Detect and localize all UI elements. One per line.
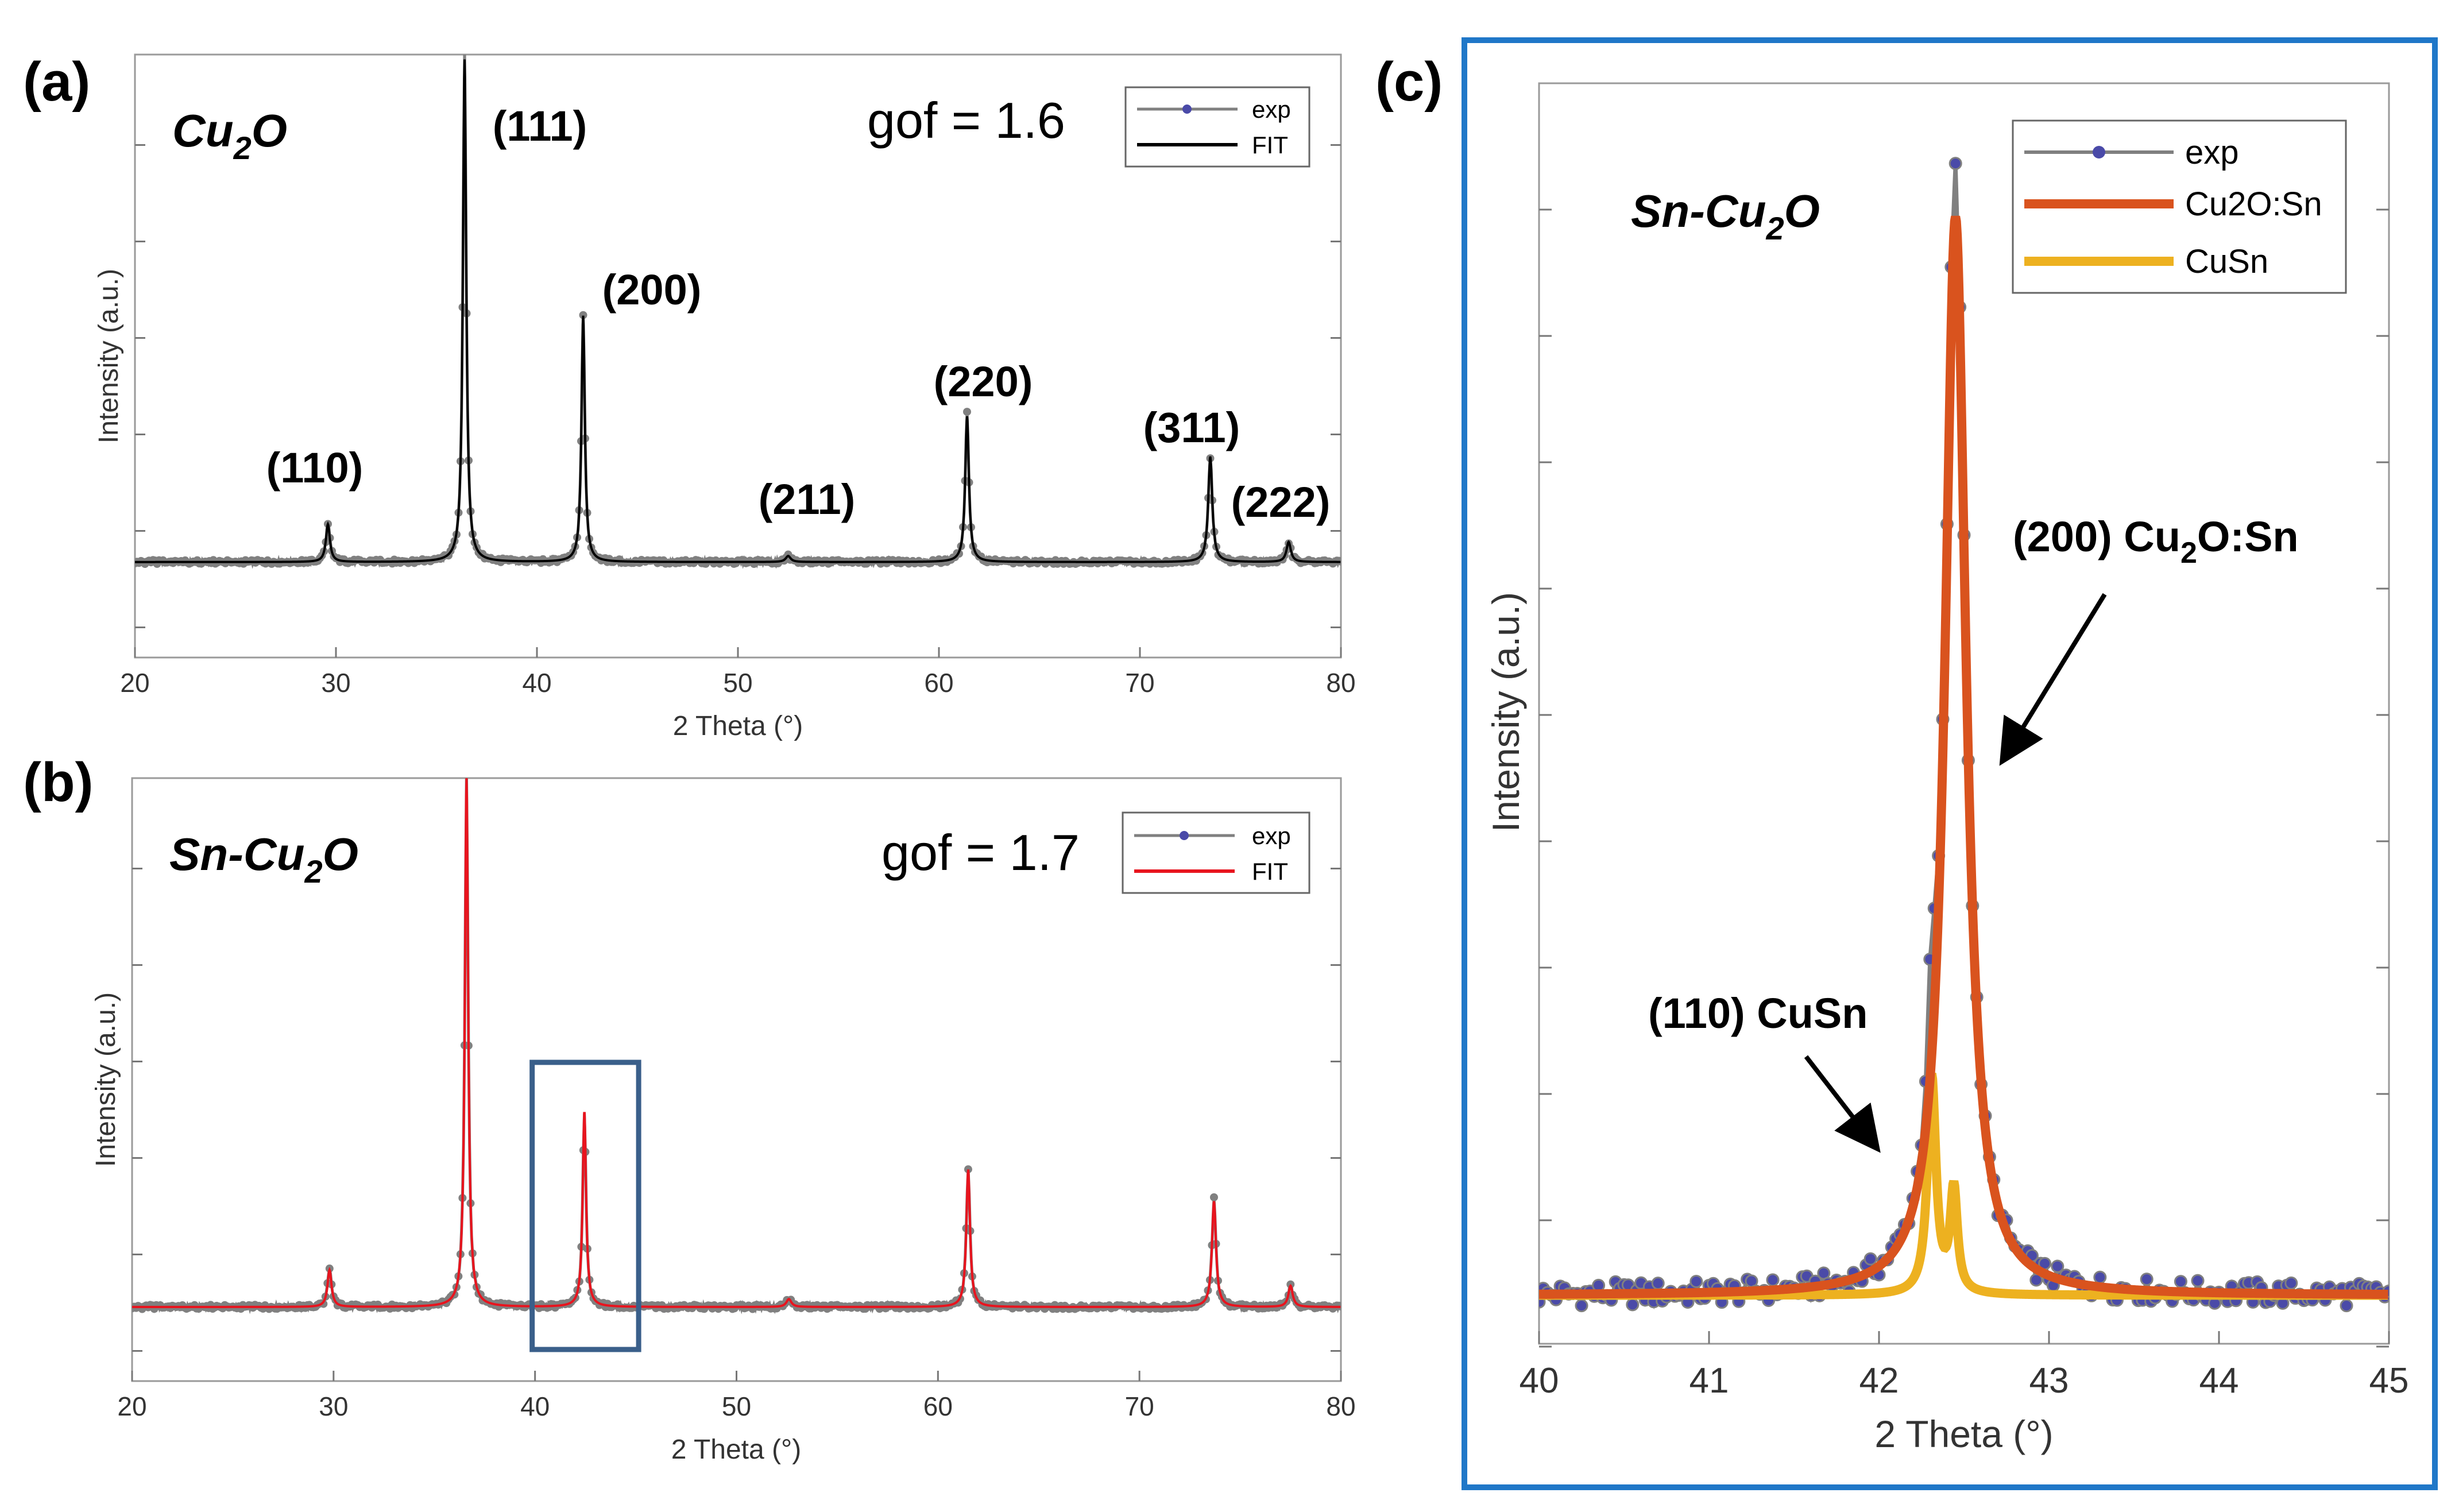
exp-point: [579, 311, 587, 319]
exp-point: [462, 768, 470, 776]
x-tick-label: 40: [520, 1391, 550, 1421]
panel-c: (c) 40 41 42 43 44 45 2 Theta (°) Intensity (…: [1375, 37, 2438, 1490]
exp-point: [2284, 1276, 2298, 1290]
panel-b-x-axis-label: 2 Theta (°): [671, 1434, 801, 1465]
panel-b-x-tick-labels: 20 30 40 50 60 70 80: [117, 1391, 1355, 1421]
x-tick-label: 60: [924, 668, 953, 698]
x-tick-label: 41: [1689, 1361, 1729, 1401]
panel-b-sample-label: Sn-Cu2O: [169, 829, 358, 890]
exp-point: [963, 408, 971, 416]
panel-a: (a) 20 30 40 50 60 70 80 2 Theta (°) Intensity…: [23, 45, 1356, 741]
panel-b-ticks: [131, 868, 1342, 1381]
x-tick-label: 70: [1125, 668, 1154, 698]
panel-a-peak-labels: (110) (111) (200) (211) (220) (311) (222…: [266, 102, 1331, 526]
peak-label-311: (311): [1143, 404, 1240, 451]
exp-point: [1948, 157, 1962, 171]
legend-exp-marker-icon: [2093, 146, 2105, 158]
x-tick-label: 80: [1326, 668, 1355, 698]
panel-b-legend-fit: FIT: [1252, 858, 1288, 885]
x-tick-label: 30: [321, 668, 350, 698]
panel-c-x-axis-label: 2 Theta (°): [1874, 1413, 2053, 1455]
x-tick-label: 70: [1125, 1391, 1154, 1421]
exp-point: [1626, 1298, 1640, 1312]
fit-series-line: [135, 59, 1341, 563]
exp-point: [1209, 1193, 1218, 1201]
panel-b-letter: (b): [23, 752, 94, 813]
x-tick-label: 44: [2199, 1361, 2239, 1401]
cusn-series-line: [1539, 1073, 2388, 1300]
x-tick-label: 80: [1326, 1391, 1355, 1421]
panel-a-gof: gof = 1.6: [867, 92, 1065, 149]
panel-c-y-axis-label: Intensity (a.u.): [1484, 592, 1527, 832]
peak-label-222: (222): [1231, 478, 1331, 526]
x-tick-label: 60: [923, 1391, 953, 1421]
x-tick-label: 20: [120, 668, 149, 698]
exp-point: [1689, 1274, 1703, 1288]
panel-a-letter: (a): [23, 51, 90, 113]
legend-exp-marker-icon: [1182, 105, 1192, 114]
panel-c-x-tick-labels: 40 41 42 43 44 45: [1520, 1361, 2409, 1401]
x-tick-label: 50: [722, 1391, 751, 1421]
panel-c-legend-cu2osn: Cu2O:Sn: [2185, 185, 2322, 223]
peak-label-220: (220): [934, 358, 1033, 405]
x-tick-label: 20: [117, 1391, 146, 1421]
exp-point: [2191, 1274, 2205, 1287]
cu2osn-series-line: [1539, 215, 2388, 1299]
panel-c-letter: (c): [1375, 51, 1443, 113]
exp-point: [1766, 1273, 1780, 1287]
panel-b-legend-exp: exp: [1252, 822, 1291, 849]
x-tick-label: 40: [1520, 1361, 1559, 1401]
x-tick-label: 42: [1859, 1361, 1899, 1401]
panel-a-legend-fit: FIT: [1252, 132, 1288, 158]
panel-c-legend: exp Cu2O:Sn CuSn: [2012, 119, 2347, 294]
exp-point: [1575, 1299, 1588, 1313]
panel-a-data: [135, 45, 1341, 569]
peak-label-110: (110): [266, 444, 364, 492]
x-tick-label: 30: [319, 1391, 348, 1421]
annotation-200-cu2osn: (200) Cu2O:Sn: [2013, 513, 2299, 570]
panel-a-sample-label: Cu2O: [172, 105, 287, 166]
exp-point: [461, 45, 469, 53]
panel-b-highlight-box: [529, 1059, 641, 1352]
x-tick-label: 40: [522, 668, 551, 698]
panel-c-frame: [1462, 37, 2438, 1490]
x-tick-label: 43: [2029, 1361, 2069, 1401]
exp-point: [1864, 1252, 1877, 1266]
x-tick-label: 45: [2369, 1361, 2409, 1401]
exp-point: [2051, 1259, 2064, 1273]
exp-point: [2340, 1299, 2353, 1313]
panel-c-legend-exp: exp: [2185, 134, 2239, 171]
panel-c-data: [1539, 157, 2389, 1313]
panel-a-legend-exp: exp: [1252, 96, 1291, 123]
x-tick-label: 50: [723, 668, 752, 698]
annotation-110-arrow: [1804, 1055, 1881, 1153]
panel-c-sample-label: Sn-Cu2O: [1631, 185, 1820, 246]
annotation-110-cusn: (110) CuSn: [1648, 989, 1868, 1037]
panel-b-y-axis-label: Intensity (a.u.): [91, 992, 121, 1167]
panel-b: (b) 20 30 40 50 60 70 80 2 Theta (°) Intensity…: [23, 752, 1356, 1465]
panel-b-legend: exp FIT: [1122, 811, 1310, 894]
panel-a-y-axis-label: Intensity (a.u.): [94, 269, 124, 443]
exp-point: [1651, 1277, 1665, 1290]
annotation-200-arrow: [1999, 593, 2107, 766]
panel-a-ticks: [134, 144, 1342, 658]
panel-c-legend-cusn: CuSn: [2185, 243, 2268, 280]
fit-series-line: [132, 778, 1341, 1308]
legend-exp-marker-icon: [1180, 831, 1189, 840]
peak-label-111: (111): [493, 102, 587, 150]
exp-point: [2174, 1275, 2187, 1289]
exp-point: [2093, 1270, 2107, 1284]
panel-a-legend: exp FIT: [1124, 86, 1310, 168]
panel-a-x-tick-labels: 20 30 40 50 60 70 80: [120, 668, 1355, 698]
panel-a-x-axis-label: 2 Theta (°): [673, 711, 803, 741]
exp-point: [2140, 1273, 2154, 1286]
exp-point: [964, 1165, 972, 1174]
panel-b-gof: gof = 1.7: [882, 824, 1080, 881]
panel-c-plot-box: [1538, 82, 2390, 1345]
peak-label-211: (211): [759, 475, 856, 523]
peak-label-200: (200): [602, 266, 702, 314]
panel-c-ticks: [1538, 208, 2390, 1348]
exp-point: [319, 1300, 328, 1308]
